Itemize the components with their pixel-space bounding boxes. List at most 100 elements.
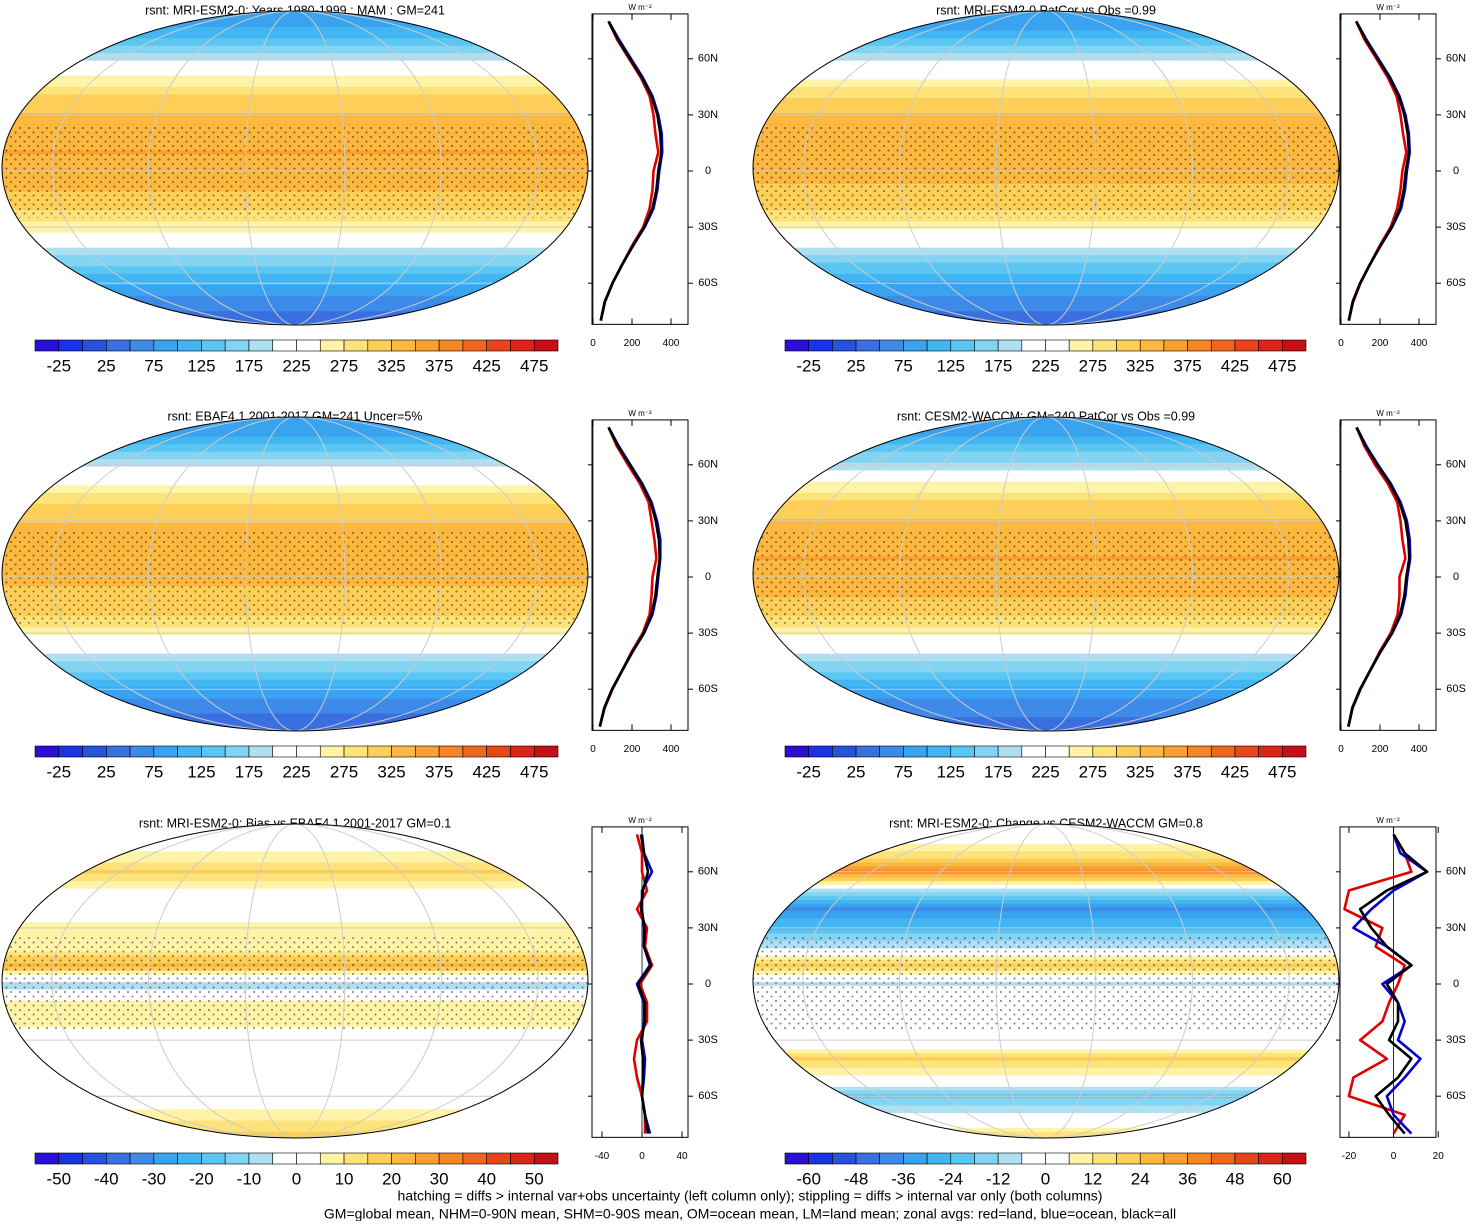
map-band — [753, 661, 1339, 666]
map-band — [2, 1079, 588, 1084]
x-tick-label: 400 — [1411, 744, 1428, 755]
map-band — [753, 933, 1339, 938]
map-band — [2, 1034, 588, 1039]
map-band — [2, 90, 588, 95]
graticule — [51, 824, 539, 1138]
map-band — [2, 691, 588, 696]
map-band — [753, 862, 1339, 867]
map-band — [753, 217, 1339, 222]
colorbar-label: 325 — [1126, 356, 1154, 375]
map-band — [2, 326, 588, 330]
map-band — [2, 38, 588, 43]
colorbar-box — [1187, 745, 1212, 758]
colorbar-box — [438, 339, 464, 352]
colorbar-box — [58, 1152, 83, 1165]
colorbar-box — [1139, 339, 1165, 352]
map-band — [2, 892, 588, 897]
colorbar-box — [1282, 1152, 1307, 1165]
map-title: rsnt: MRI-ESM2-0: Change vs CESM2-WACCM … — [889, 816, 1203, 830]
map-band — [753, 221, 1339, 226]
map-band — [2, 459, 588, 464]
map-band — [753, 828, 1339, 834]
map-outline — [752, 416, 1340, 732]
map-outline — [752, 10, 1340, 326]
zonal-frame — [1339, 419, 1437, 731]
y-tick-label: 60N — [1446, 866, 1466, 878]
colorbar-box — [808, 745, 833, 758]
colorbar-box — [224, 1152, 250, 1165]
map-band — [2, 425, 588, 430]
map-band — [753, 120, 1339, 125]
map-band — [753, 326, 1339, 330]
map-band — [2, 60, 588, 65]
colorbar-box — [224, 745, 250, 758]
map-band — [753, 922, 1339, 927]
colorbar-box — [248, 745, 274, 758]
colorbar-box — [1021, 339, 1046, 352]
map — [753, 824, 1339, 1143]
map-band — [753, 1139, 1339, 1143]
map-band — [753, 1109, 1339, 1114]
y-tick-label: 60S — [698, 1090, 718, 1102]
map-band — [2, 698, 588, 703]
y-tick-label: 30N — [698, 515, 718, 527]
colorbar-label: 225 — [282, 762, 310, 781]
colorbar-box — [1282, 745, 1307, 758]
y-tick-label: 30N — [698, 109, 718, 121]
y-tick-label: 60N — [1446, 53, 1466, 65]
colorbar-label: 125 — [187, 356, 215, 375]
map-band — [2, 322, 588, 325]
colorbar-label: 275 — [1079, 762, 1107, 781]
map — [2, 11, 588, 330]
map-band — [753, 664, 1339, 670]
map-outline — [752, 823, 1340, 1139]
colorbar-label: 425 — [1221, 762, 1249, 781]
map-band — [2, 436, 588, 441]
colorbar-box — [129, 745, 155, 758]
colorbar-label: 0 — [1041, 1169, 1050, 1188]
y-tick-label: 0 — [705, 978, 711, 990]
map-band — [753, 496, 1339, 501]
zonal-line — [599, 20, 660, 321]
colorbar-box — [153, 339, 178, 352]
map-band — [753, 255, 1339, 260]
map-band — [753, 851, 1339, 856]
x-tick-label: 400 — [1411, 338, 1428, 349]
map-band — [2, 728, 588, 731]
zonal-line — [1358, 833, 1429, 1135]
zonal-frame — [1339, 826, 1437, 1138]
map-band — [2, 653, 588, 658]
map-band — [753, 303, 1339, 309]
map-band — [753, 698, 1339, 703]
map-band — [2, 881, 588, 886]
colorbar-label: 75 — [894, 762, 913, 781]
colorbar-box — [510, 339, 535, 352]
map-band — [753, 45, 1339, 50]
x-tick-label: -20 — [1342, 1151, 1357, 1162]
zonal-line — [1347, 20, 1408, 321]
map-band — [2, 918, 588, 923]
map-band — [753, 421, 1339, 427]
x-tick-label: -40 — [595, 1151, 610, 1162]
map-band — [2, 851, 588, 856]
map-band — [2, 500, 588, 505]
colorbar-box — [1139, 1152, 1165, 1165]
map-band — [753, 11, 1339, 13]
y-tick-label: 60N — [698, 53, 718, 65]
zonal-line — [1347, 426, 1411, 727]
map-band — [753, 706, 1339, 711]
map-band — [753, 101, 1339, 107]
map-band — [2, 277, 588, 282]
map-band — [2, 713, 588, 718]
map-band — [753, 1120, 1339, 1125]
colorbar-label: 24 — [1131, 1169, 1150, 1188]
map-band — [753, 683, 1339, 688]
colorbar-box — [926, 745, 952, 758]
map-band — [2, 657, 588, 662]
map-band — [2, 15, 588, 21]
map-band — [2, 507, 588, 513]
map-band — [2, 672, 588, 677]
map-band — [2, 847, 588, 852]
map-band — [2, 481, 588, 486]
